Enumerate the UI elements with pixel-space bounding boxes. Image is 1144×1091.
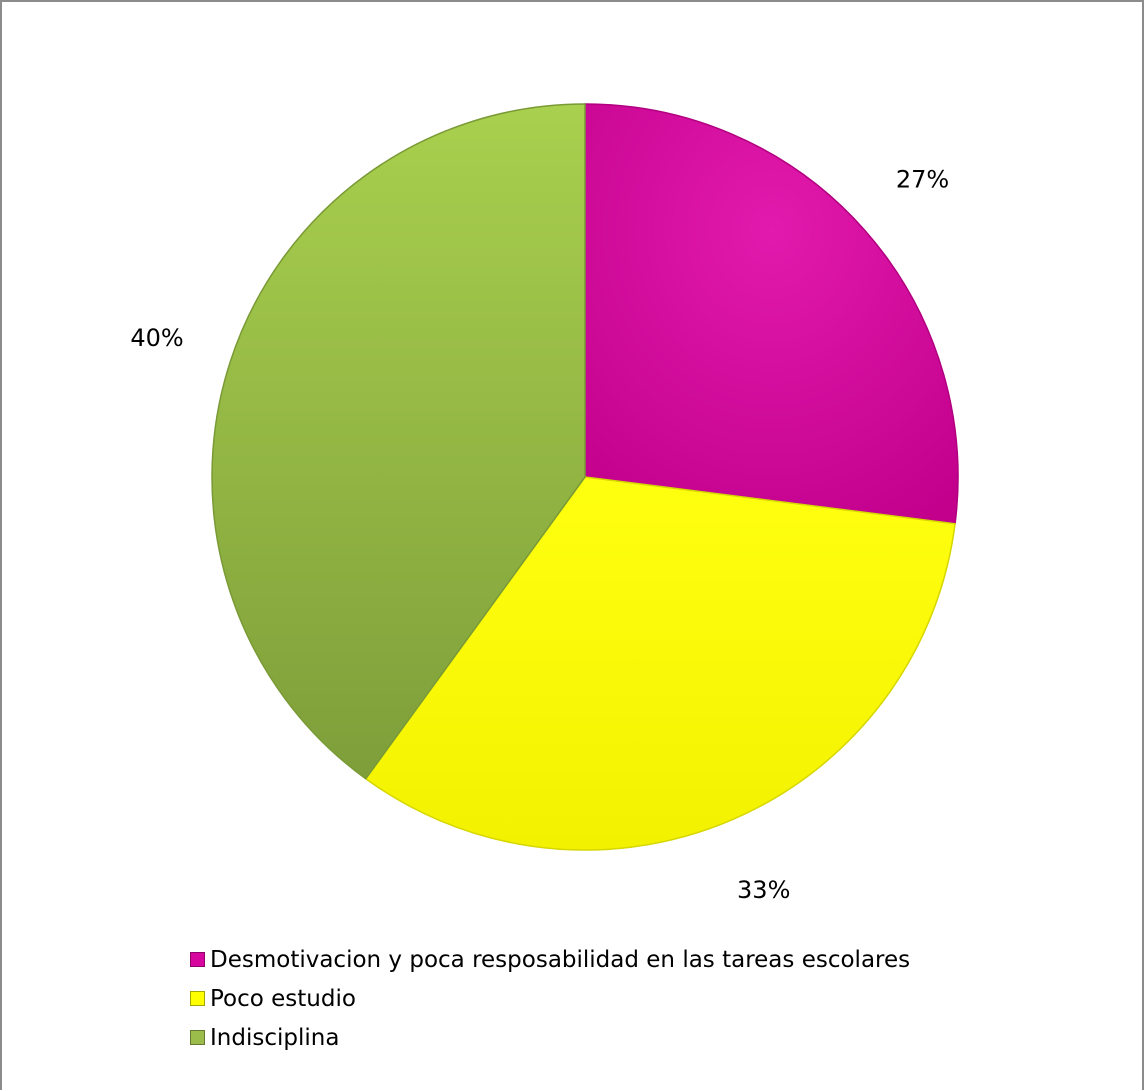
legend-item: Poco estudio <box>190 979 910 1018</box>
legend: Desmotivacion y poca resposabilidad en l… <box>190 940 910 1057</box>
legend-label: Poco estudio <box>210 985 356 1012</box>
pie-chart: 27% 33% 40% <box>130 103 959 902</box>
pie-slice <box>211 103 586 780</box>
legend-item: Desmotivacion y poca resposabilidad en l… <box>190 940 910 979</box>
legend-label: Desmotivacion y poca resposabilidad en l… <box>210 946 911 973</box>
legend-item: Indisciplina <box>190 1018 910 1057</box>
slice-percent-label: 33% <box>737 876 790 902</box>
legend-swatch-2 <box>190 1030 205 1045</box>
legend-label: Indisciplina <box>210 1024 340 1051</box>
slice-percent-label: 40% <box>130 324 183 352</box>
legend-swatch-0 <box>190 952 205 967</box>
legend-swatch-1 <box>190 991 205 1006</box>
slice-percent-label: 27% <box>896 165 949 193</box>
pie-slice <box>364 476 956 851</box>
pie-slice <box>584 103 959 525</box>
